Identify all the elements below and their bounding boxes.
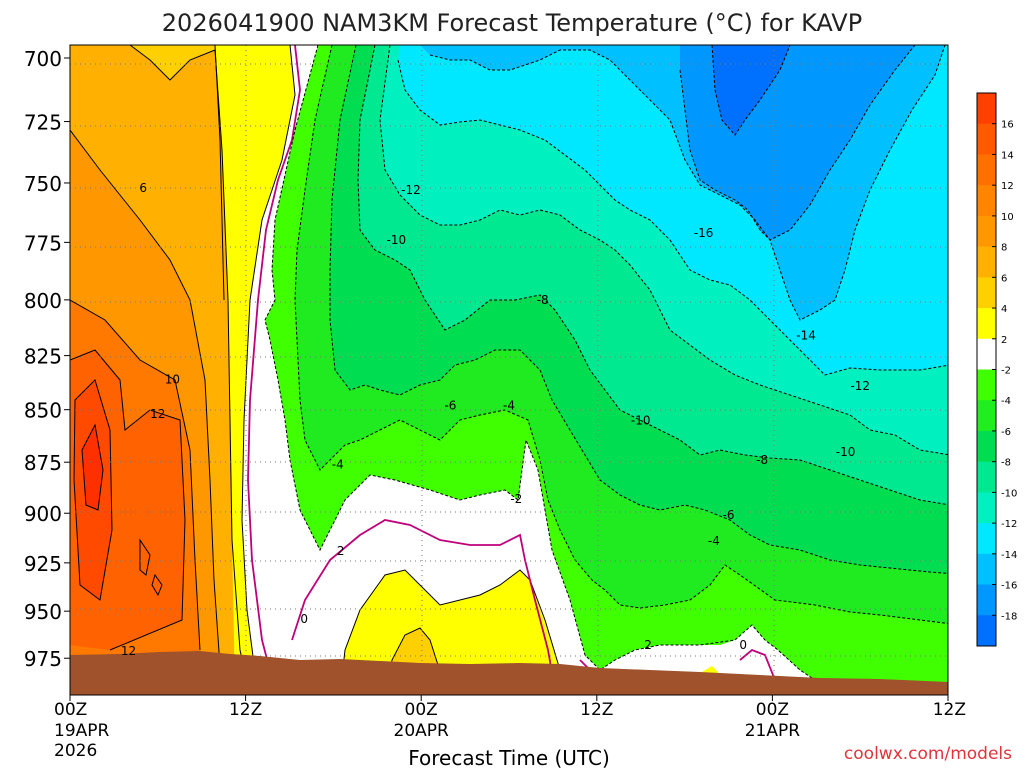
contour-label: -12 — [850, 379, 870, 393]
y-axis: 700 725 750 775 800 825 850 875 900 925 950 975 — [24, 47, 70, 671]
colorbar-label: 10 — [1001, 212, 1014, 223]
colorbar-swatch — [977, 615, 996, 647]
band-below-minus18 — [712, 45, 790, 135]
colorbar-label: -8 — [1001, 458, 1011, 469]
colorbar-label: -18 — [1001, 611, 1017, 622]
y-tick-label: 825 — [24, 345, 62, 369]
colorbar-label: 2 — [1001, 335, 1007, 346]
colorbar-label: -6 — [1001, 427, 1011, 438]
band-2-to-4 — [215, 45, 295, 695]
colorbar-swatch — [977, 369, 996, 401]
contour-label: -16 — [694, 226, 714, 240]
contour-label: -4 — [503, 398, 515, 412]
contour-label: 6 — [139, 181, 147, 195]
colorbar-label: 8 — [1001, 243, 1007, 254]
colorbar-swatch — [977, 185, 996, 217]
y-tick-label: 775 — [24, 231, 62, 255]
x-tick-label: 12Z — [580, 700, 613, 720]
y-tick-label: 800 — [24, 289, 62, 313]
colorbar-label: -12 — [1001, 519, 1017, 530]
colorbar-swatch — [977, 461, 996, 493]
contour-label: -6 — [723, 508, 735, 522]
colorbar-label: -10 — [1001, 488, 1017, 499]
y-tick-label: 900 — [24, 502, 62, 526]
contour-label: 10 — [165, 373, 180, 387]
band-16-plus — [82, 425, 103, 510]
plot-frame — [69, 44, 949, 696]
colorbar-label: 4 — [1001, 304, 1007, 315]
colorbar-swatch — [977, 308, 996, 340]
x-tick-label: 00Z — [54, 700, 87, 720]
x-tick-date: 20APR — [394, 721, 450, 741]
x-tick-label: 12Z — [933, 700, 966, 720]
x-tick-label: 12Z — [229, 700, 262, 720]
y-tick-label: 950 — [24, 600, 62, 624]
contour-label: 12 — [150, 407, 165, 421]
colorbar-label: -16 — [1001, 581, 1017, 592]
contour-label: -10 — [631, 413, 651, 427]
gridlines — [70, 45, 948, 695]
surface-terrain — [70, 651, 948, 695]
colorbar-label: 14 — [1001, 150, 1014, 161]
colorbar-swatch — [977, 430, 996, 463]
y-tick-label: 725 — [24, 111, 62, 135]
contour-label: -14 — [796, 329, 816, 343]
contour-label: -2 — [510, 492, 522, 506]
colorbar-label: -4 — [1001, 396, 1011, 407]
colorbar-label: 12 — [1001, 181, 1014, 192]
colorbar-swatch — [977, 93, 996, 125]
x-tick-label: 00Z — [405, 700, 438, 720]
colorbar-swatch — [977, 553, 996, 586]
colorbar-swatch — [977, 492, 996, 524]
y-tick-label: 750 — [24, 172, 62, 196]
x-tick-date: 21APR — [745, 721, 801, 741]
colorbar-swatch — [977, 123, 996, 155]
colorbar-label: -14 — [1001, 550, 1017, 561]
contour-label: -10 — [836, 445, 856, 459]
contour-label: 2 — [337, 544, 345, 558]
source-credit: coolwx.com/models — [844, 744, 1012, 764]
y-tick-label: 925 — [24, 552, 62, 576]
cold-contours — [264, 45, 948, 691]
contour-label: -8 — [537, 293, 549, 307]
contour-label: 0 — [300, 612, 308, 626]
contour-label: -4 — [332, 457, 344, 471]
colorbar-swatch — [977, 215, 996, 248]
colorbar-swatch — [977, 400, 996, 432]
x-tick-label: 00Z — [756, 700, 789, 720]
y-tick-label: 975 — [24, 647, 62, 671]
colorbar-swatch — [977, 277, 996, 309]
contour-label: -10 — [387, 233, 407, 247]
colorbar-swatch — [977, 154, 996, 186]
colorbar-swatch — [977, 338, 996, 370]
warm-contours — [70, 45, 566, 695]
contour-label: -8 — [756, 453, 768, 467]
colorbar: 16 14 12 10 8 6 4 2 -2 -4 -6 -8 -10 -12 -14 -16 -18 — [976, 92, 1017, 647]
colorbar-label: 16 — [1001, 120, 1014, 131]
contour-label: -12 — [401, 183, 421, 197]
x-axis-label: Forecast Time (UTC) — [408, 746, 610, 768]
y-tick-label: 700 — [24, 47, 62, 71]
contour-label: -4 — [708, 534, 720, 548]
colorbar-label: 6 — [1001, 273, 1007, 284]
colorbar-label: -2 — [1001, 366, 1011, 377]
colorbar-swatch — [977, 246, 996, 278]
chart-title: 2026041900 NAM3KM Forecast Temperature (… — [162, 9, 862, 37]
x-tick-year: 2026 — [54, 741, 97, 761]
colorbar-swatch — [977, 584, 996, 616]
x-tick-date: 19APR — [54, 721, 110, 741]
y-tick-label: 875 — [24, 451, 62, 475]
contour-label: -6 — [444, 398, 456, 412]
y-tick-label: 850 — [24, 399, 62, 423]
contour-label: 12 — [121, 644, 136, 658]
contour-label: 2 — [644, 638, 652, 652]
contour-label: 0 — [739, 638, 747, 652]
colorbar-swatch — [977, 523, 996, 555]
